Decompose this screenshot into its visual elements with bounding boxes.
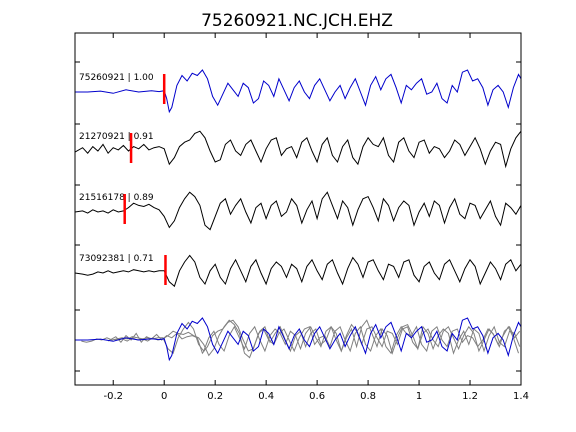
x-tick-label: 1.4 <box>513 391 529 402</box>
x-tick-label: 0.4 <box>258 391 274 402</box>
trace-line-21270921 <box>74 130 522 169</box>
x-tick-label: 0.8 <box>360 391 376 402</box>
chart-title: 75260921.NC.JCH.EHZ <box>201 11 393 31</box>
trace-73092381: 73092381 | 0.71 <box>74 254 522 288</box>
x-tick-label: 0.6 <box>309 391 325 402</box>
trace-75260921: 75260921 | 1.00 <box>75 69 522 114</box>
overlay-line-73092381 <box>81 321 521 355</box>
axes-frame <box>74 32 522 386</box>
x-tick-label: 1 <box>416 391 422 402</box>
overlay-line-75260921 <box>75 317 522 362</box>
x-tick-label: 0 <box>161 391 167 402</box>
trace-label-21516178: 21516178 | 0.89 <box>79 193 154 203</box>
trace-21516178: 21516178 | 0.89 <box>74 191 522 231</box>
plot-area: 75260921 | 1.00 21270921 | 0.91 21516178 |… <box>74 69 522 362</box>
y-axis-ticks <box>75 61 521 372</box>
trace-label-75260921: 75260921 | 1.00 <box>79 73 154 83</box>
overlay-line-21270921 <box>107 319 519 355</box>
x-tick-label: 0.2 <box>207 391 223 402</box>
trace-21270921: 21270921 | 0.91 <box>74 130 522 169</box>
trace-label-73092381: 73092381 | 0.71 <box>79 254 154 264</box>
trace-line-75260921 <box>75 69 522 114</box>
x-tick-label: -0.2 <box>103 391 123 402</box>
trace-line-73092381 <box>74 254 522 288</box>
trace-label-21270921: 21270921 | 0.91 <box>79 132 154 142</box>
overlay-line-21516178 <box>114 319 521 359</box>
trace-line-21516178 <box>74 191 522 231</box>
overlay-stack <box>75 317 522 362</box>
x-axis-ticks: -0.2 0 0.2 0.4 0.6 0.8 1 1.2 1.4 <box>103 33 529 402</box>
x-tick-label: 1.2 <box>462 391 478 402</box>
